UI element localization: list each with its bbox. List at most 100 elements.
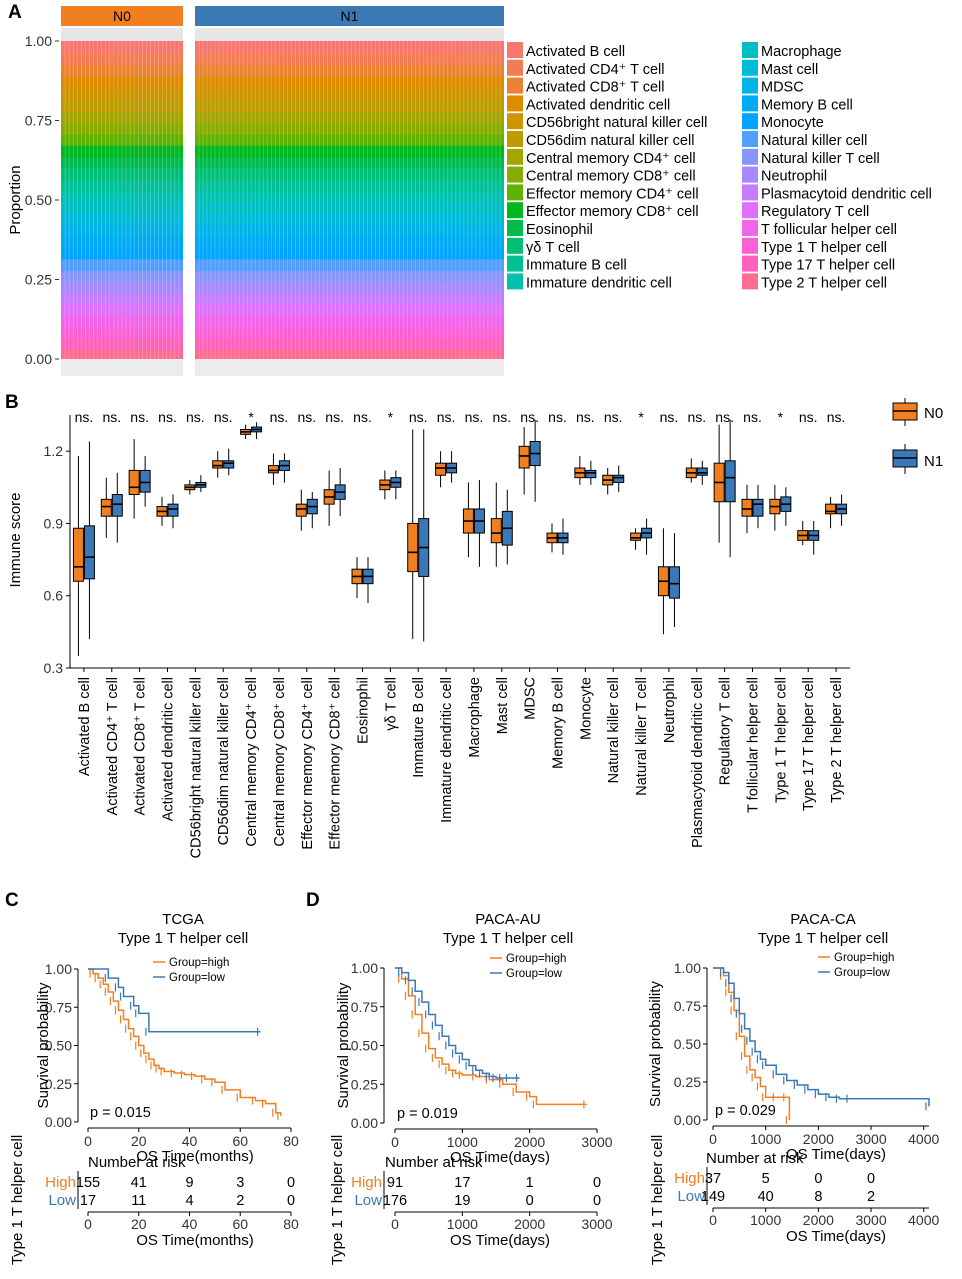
- n1-box: [167, 503, 179, 517]
- stack-segment: [195, 303, 504, 316]
- risk-low-count: 2: [236, 1193, 244, 1209]
- stack-segment: [195, 112, 504, 125]
- n0-box: [72, 527, 84, 582]
- stack-segment: [61, 112, 183, 125]
- x-axis-label: OS Time(days): [786, 1146, 886, 1163]
- stack-segment: [61, 167, 183, 181]
- legend-swatch: [507, 273, 523, 290]
- legend-low-label: Group=low: [506, 968, 563, 980]
- y-tick-label: 1.00: [351, 960, 378, 976]
- stack-segment: [195, 179, 504, 192]
- legend-swatch: [742, 166, 758, 183]
- n0-box: [490, 518, 502, 544]
- y-tick-label: 0.25: [25, 272, 52, 288]
- legend-label: Mast cell: [761, 62, 818, 78]
- significance-label: ns.: [687, 409, 706, 425]
- x-tick-label: γδ T cell: [383, 677, 399, 731]
- risk-x-axis-label: OS Time(days): [450, 1232, 550, 1249]
- x-tick-label: Activated CD4⁺ T cell: [105, 677, 121, 815]
- stack-segment: [61, 282, 183, 294]
- p-value: p = 0.029: [715, 1103, 776, 1119]
- stack-segment: [61, 271, 183, 283]
- km-title: TCGA: [162, 911, 204, 928]
- stack-segment: [61, 65, 183, 78]
- risk-high-count: 37: [705, 1171, 721, 1187]
- panel-c-km-tcga: TCGA Type 1 T helper cell 0.00 0.25 0.50 0.75…: [9, 911, 299, 1265]
- x-tick-label: Mast cell: [495, 677, 511, 734]
- x-tick-label: Monocyte: [578, 677, 594, 740]
- x-tick-label: Central memory CD8⁺ cell: [272, 677, 288, 847]
- legend-swatch: [742, 273, 758, 290]
- y-tick-label: 0.50: [351, 1038, 378, 1054]
- legend-swatch: [742, 95, 758, 112]
- y-tick-label: 0.75: [25, 113, 52, 129]
- km-title: PACA-AU: [475, 911, 541, 928]
- bar-bottom-band: [195, 359, 504, 376]
- risk-low-count: 0: [526, 1193, 534, 1209]
- y-tick-label: 0.00: [25, 351, 52, 367]
- legend-label: Plasmacytoid dendritic cell: [761, 186, 932, 202]
- y-tick-label: 0.75: [351, 999, 378, 1015]
- stack-segment: [61, 179, 183, 192]
- x-tick-label: Activated B cell: [77, 677, 93, 776]
- stack-segment: [195, 87, 504, 101]
- legend-swatch: [507, 148, 523, 165]
- risk-low-count: 17: [80, 1193, 96, 1209]
- x-tick-label: Natural killer cell: [606, 677, 622, 783]
- km-curve-low: [88, 968, 261, 1033]
- risk-x-tick-label: 1000: [447, 1216, 478, 1232]
- km-subtitle: Type 1 T helper cell: [443, 930, 573, 947]
- stack-segment: [61, 236, 183, 249]
- stack-segment: [195, 282, 504, 294]
- risk-x-tick-label: 60: [232, 1216, 248, 1232]
- stack-segment: [195, 236, 504, 249]
- legend-n1-label: N1: [924, 453, 943, 470]
- legend-n0-label: N0: [924, 405, 943, 422]
- legend-label: Monocyte: [761, 115, 824, 131]
- stack-segment: [61, 303, 183, 316]
- stack-segment: [195, 134, 504, 147]
- risk-low-count: 4: [185, 1193, 193, 1209]
- x-tick-label: 1000: [447, 1134, 478, 1150]
- risk-x-tick-label: 1000: [750, 1212, 781, 1228]
- y-tick-label: 0.50: [674, 1036, 701, 1052]
- risk-y-label: Type 1 T helper cell: [329, 1135, 346, 1265]
- significance-label: ns.: [353, 409, 372, 425]
- legend-label: Neutrophil: [761, 169, 827, 185]
- legend-label: Type 2 T helper cell: [761, 275, 887, 291]
- risk-high-count: 17: [454, 1175, 470, 1191]
- n1-box: [111, 494, 123, 517]
- y-tick-label: 0.00: [45, 1114, 72, 1130]
- x-tick-label: 4000: [908, 1131, 939, 1147]
- significance-label: ns.: [492, 409, 511, 425]
- legend-swatch: [507, 184, 523, 201]
- risk-high-count: 0: [867, 1171, 875, 1187]
- x-tick-label: Activated dendritic cell: [161, 677, 177, 821]
- km-subtitle: Type 1 T helper cell: [118, 930, 248, 947]
- x-tick-label: 20: [131, 1133, 147, 1149]
- stack-segment: [195, 123, 504, 136]
- risk-x-tick-label: 4000: [908, 1212, 939, 1228]
- x-tick-label: MDSC: [523, 677, 539, 720]
- x-tick-label: 60: [232, 1133, 248, 1149]
- x-axis-label: OS Time(days): [450, 1149, 550, 1166]
- risk-title: Number at risk: [385, 1154, 483, 1171]
- km-curve-high: [88, 968, 282, 1116]
- stack-segment: [195, 53, 504, 66]
- significance-label: ns.: [743, 409, 762, 425]
- risk-high-count: 1: [526, 1175, 534, 1191]
- n1-box: [83, 525, 95, 580]
- x-tick-label: 1000: [750, 1131, 781, 1147]
- stack-segment: [195, 338, 504, 351]
- stack-segment: [61, 247, 183, 260]
- legend-swatch: [507, 113, 523, 130]
- legend-swatch: [742, 202, 758, 219]
- stack-segment: [61, 224, 183, 237]
- legend-label: Eosinophil: [526, 222, 593, 238]
- x-tick-label: 3000: [855, 1131, 886, 1147]
- risk-high-count: 5: [762, 1171, 770, 1187]
- stack-segment: [195, 271, 504, 283]
- y-axis-label: Proportion: [7, 165, 24, 234]
- risk-x-tick-label: 0: [84, 1216, 92, 1232]
- stack-segment: [61, 293, 183, 305]
